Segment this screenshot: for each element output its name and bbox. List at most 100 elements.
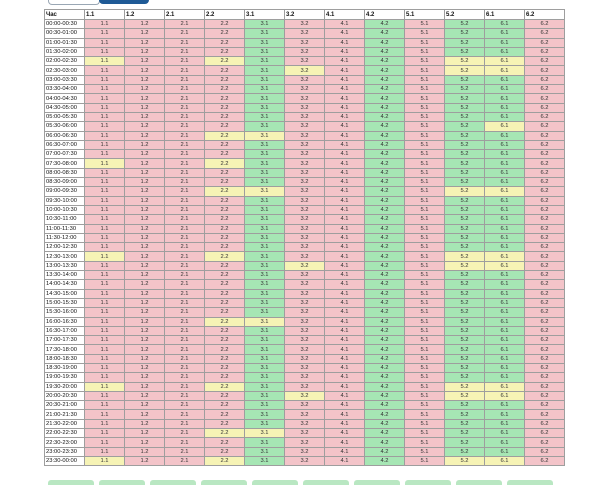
schedule-cell: 1.1 — [84, 353, 125, 365]
schedule-cell: 3.2 — [284, 260, 325, 272]
schedule-cell: 3.1 — [244, 130, 285, 141]
time-slot: 16:30-17:00 — [44, 325, 85, 337]
bottom-button[interactable] — [201, 480, 247, 485]
time-slot: 06:30-07:00 — [44, 139, 85, 151]
schedule-cell: 2.1 — [164, 74, 205, 86]
schedule-cell: 6.1 — [484, 362, 525, 374]
schedule-cell: 4.2 — [364, 18, 405, 30]
schedule-cell: 4.2 — [364, 46, 405, 58]
header-group-1-1: 1.1 — [84, 9, 125, 20]
schedule-cell: 3.1 — [244, 214, 285, 225]
table-row: 02:00-02:30 1.1 1.2 2.1 2.2 3.1 3.2 4.1 4.2 5.1 5.… — [44, 56, 565, 67]
schedule-cell: 1.2 — [124, 139, 165, 151]
bottom-button[interactable] — [48, 480, 94, 485]
schedule-cell: 4.1 — [324, 102, 365, 113]
table-row: 20:00-20:30 1.1 1.2 2.1 2.2 3.1 3.2 4.1 4.2 5.1 5.… — [44, 390, 565, 402]
table-row: 00:00-00:30 1.1 1.2 2.1 2.2 3.1 3.2 4.1 4.2 5.1 5.… — [44, 18, 565, 30]
schedule-cell: 6.2 — [524, 307, 565, 318]
schedule-cell: 5.2 — [444, 204, 485, 216]
schedule-cell: 1.2 — [124, 242, 165, 253]
bottom-button[interactable] — [354, 480, 400, 485]
schedule-cell: 1.2 — [124, 167, 165, 179]
schedule-cell: 5.2 — [444, 344, 485, 355]
schedule-cell: 6.1 — [484, 223, 525, 234]
schedule-cell: 5.1 — [404, 372, 445, 383]
schedule-cell: 4.1 — [324, 390, 365, 402]
schedule-cell: 3.2 — [284, 74, 325, 86]
schedule-cell: 4.2 — [364, 409, 405, 420]
schedule-cell: 5.1 — [404, 46, 445, 58]
schedule-cell: 6.1 — [484, 186, 525, 197]
table-row: 05:00-05:30 1.1 1.2 2.1 2.2 3.1 3.2 4.1 4.2 5.1 5.… — [44, 111, 565, 123]
schedule-cell: 6.2 — [524, 335, 565, 346]
time-slot: 02:30-03:00 — [44, 65, 85, 76]
schedule-cell: 3.1 — [244, 362, 285, 374]
schedule-cell: 2.2 — [204, 223, 245, 234]
schedule-cell: 1.2 — [124, 437, 165, 448]
table-row: 06:30-07:00 1.1 1.2 2.1 2.2 3.1 3.2 4.1 4.2 5.1 5.… — [44, 139, 565, 151]
schedule-cell: 4.1 — [324, 121, 365, 132]
schedule-cell: 2.1 — [164, 28, 205, 39]
schedule-cell: 6.1 — [484, 325, 525, 337]
schedule-cell: 1.2 — [124, 223, 165, 234]
schedule-cell: 6.2 — [524, 418, 565, 430]
bottom-button[interactable] — [150, 480, 196, 485]
schedule-cell: 2.1 — [164, 93, 205, 104]
schedule-cell: 5.2 — [444, 223, 485, 234]
schedule-cell: 1.1 — [84, 288, 125, 299]
schedule-cell: 6.1 — [484, 28, 525, 39]
schedule-cell: 1.1 — [84, 418, 125, 430]
schedule-cell: 5.1 — [404, 260, 445, 272]
schedule-cell: 4.1 — [324, 418, 365, 430]
time-slot: 08:00-08:30 — [44, 167, 85, 179]
schedule-cell: 1.1 — [84, 344, 125, 355]
schedule-cell: 1.1 — [84, 307, 125, 318]
time-slot: 20:00-20:30 — [44, 390, 85, 402]
schedule-cell: 4.1 — [324, 18, 365, 30]
schedule-cell: 6.2 — [524, 232, 565, 244]
schedule-cell: 1.1 — [84, 214, 125, 225]
schedule-cell: 2.2 — [204, 37, 245, 48]
schedule-cell: 6.1 — [484, 37, 525, 48]
schedule-cell: 3.1 — [244, 111, 285, 123]
schedule-cell: 1.2 — [124, 362, 165, 374]
schedule-cell: 1.1 — [84, 362, 125, 374]
schedule-cell: 1.1 — [84, 195, 125, 206]
schedule-cell: 5.2 — [444, 455, 485, 467]
schedule-cell: 4.1 — [324, 325, 365, 337]
schedule-cell: 6.2 — [524, 28, 565, 39]
schedule-cell: 6.2 — [524, 279, 565, 290]
schedule-cell: 5.1 — [404, 353, 445, 365]
schedule-cell: 3.2 — [284, 437, 325, 448]
schedule-cell: 5.2 — [444, 195, 485, 206]
schedule-cell: 3.1 — [244, 400, 285, 411]
time-slot: 10:00-10:30 — [44, 204, 85, 216]
schedule-cell: 4.1 — [324, 316, 365, 327]
schedule-cell: 2.1 — [164, 223, 205, 234]
schedule-cell: 5.1 — [404, 409, 445, 420]
tab-active[interactable] — [99, 0, 149, 4]
schedule-cell: 4.2 — [364, 223, 405, 234]
bottom-button[interactable] — [99, 480, 145, 485]
time-slot: 14:30-15:00 — [44, 288, 85, 299]
schedule-cell: 3.2 — [284, 428, 325, 439]
schedule-cell: 1.1 — [84, 111, 125, 123]
schedule-cell: 3.1 — [244, 325, 285, 337]
bottom-button[interactable] — [456, 480, 502, 485]
schedule-cell: 1.1 — [84, 158, 125, 169]
bottom-button[interactable] — [507, 480, 553, 485]
time-slot: 21:30-22:00 — [44, 418, 85, 430]
schedule-cell: 3.1 — [244, 307, 285, 318]
bottom-button[interactable] — [252, 480, 298, 485]
tab-inactive[interactable] — [48, 0, 100, 5]
bottom-button[interactable] — [303, 480, 349, 485]
schedule-cell: 1.2 — [124, 186, 165, 197]
table-row: 14:00-14:30 1.1 1.2 2.1 2.2 3.1 3.2 4.1 4.2 5.1 5.… — [44, 279, 565, 290]
schedule-cell: 6.1 — [484, 121, 525, 132]
bottom-button[interactable] — [405, 480, 451, 485]
schedule-cell: 5.1 — [404, 297, 445, 309]
schedule-cell: 2.2 — [204, 390, 245, 402]
schedule-cell: 6.2 — [524, 446, 565, 457]
table-row: 16:30-17:00 1.1 1.2 2.1 2.2 3.1 3.2 4.1 4.2 5.1 5.… — [44, 325, 565, 337]
schedule-cell: 6.2 — [524, 37, 565, 48]
